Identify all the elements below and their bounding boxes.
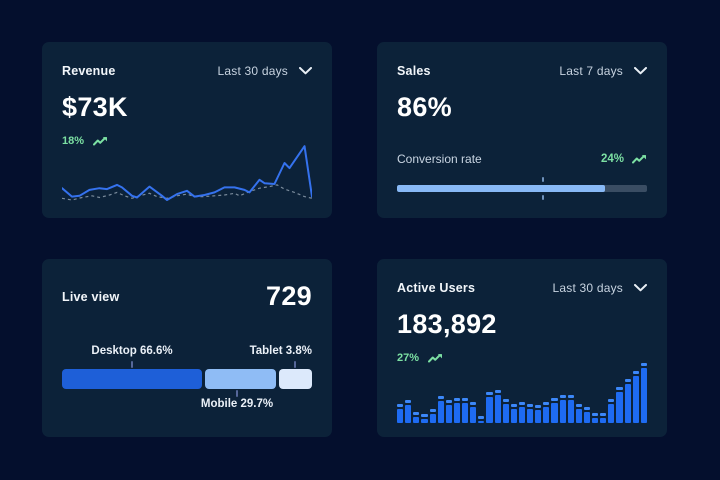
active-users-delta-value: 27% (397, 352, 420, 364)
desktop-segment-label: Desktop 66.6% (91, 345, 173, 357)
sales-card: Sales Last 7 days 86% Conversion rate 24… (377, 42, 667, 218)
segment-ticks-top (62, 360, 312, 369)
live-view-value: 729 (266, 281, 312, 311)
active-users-card-header: Active Users Last 30 days (397, 281, 647, 295)
sales-value: 86% (397, 92, 452, 122)
bar (405, 400, 412, 423)
desktop-segment (62, 369, 202, 389)
bar (470, 402, 477, 423)
active-users-delta-badge: 27% (397, 352, 647, 364)
sales-card-header: Sales Last 7 days (397, 64, 647, 78)
active-users-value: 183,892 (397, 309, 497, 339)
trend-up-icon (632, 155, 646, 164)
chevron-down-icon (634, 67, 647, 75)
bar (462, 398, 469, 423)
progress-marker-top (542, 177, 545, 182)
conversion-row: Conversion rate 24% (397, 152, 647, 166)
trend-up-icon (93, 137, 108, 146)
bar (510, 404, 517, 423)
bar (413, 412, 420, 423)
revenue-line-current (62, 145, 312, 201)
bar (624, 379, 631, 423)
device-breakdown-chart: Desktop 66.6% Tablet 3.8% Mobile 29.7% (62, 345, 312, 419)
mobile-segment-label: Mobile 29.7% (200, 398, 274, 410)
bar (429, 409, 436, 423)
active-users-range-label: Last 30 days (552, 281, 623, 295)
revenue-delta-badge: 18% (62, 135, 312, 147)
chevron-down-icon (634, 284, 647, 292)
mobile-tick (236, 390, 238, 397)
sales-delta-value: 24% (600, 153, 624, 165)
revenue-value: $73K (62, 92, 128, 122)
revenue-card: Revenue Last 30 days $73K 18% (42, 42, 332, 218)
sales-card-title: Sales (397, 64, 431, 78)
bar (421, 414, 428, 423)
bar (478, 416, 485, 423)
bar (575, 404, 582, 423)
bar (608, 399, 615, 423)
progress-fill (397, 185, 605, 192)
bar (632, 371, 639, 423)
revenue-line-chart (62, 145, 312, 201)
sales-range-label: Last 7 days (559, 64, 623, 78)
revenue-card-header: Revenue Last 30 days (62, 64, 312, 78)
tablet-tick (293, 361, 296, 368)
segment-labels-top: Desktop 66.6% Tablet 3.8% (62, 345, 312, 360)
bar (453, 398, 460, 423)
bar (494, 390, 501, 423)
bar (518, 402, 525, 423)
segment-ticks-bottom (62, 389, 312, 398)
bar (437, 396, 444, 423)
bar (592, 413, 599, 423)
segment-labels-bottom: Mobile 29.7% (62, 398, 312, 413)
progress-marker-bottom (542, 195, 545, 200)
bar (559, 395, 566, 423)
tablet-segment (279, 369, 312, 389)
revenue-card-title: Revenue (62, 64, 116, 78)
bar (445, 400, 452, 423)
active-users-card-title: Active Users (397, 281, 476, 295)
bar (583, 407, 590, 423)
bar (600, 413, 607, 423)
tablet-segment-label: Tablet 3.8% (249, 345, 312, 357)
bar (535, 405, 542, 423)
bar (551, 398, 558, 423)
conversion-block: Conversion rate 24% (397, 152, 647, 200)
bar (502, 399, 509, 423)
progress-track (397, 185, 647, 192)
trend-up-icon (428, 354, 443, 363)
bar (616, 387, 623, 423)
revenue-delta-value: 18% (62, 135, 85, 147)
revenue-range-dropdown[interactable]: Last 30 days (218, 64, 312, 78)
sales-range-dropdown[interactable]: Last 7 days (559, 64, 647, 78)
bar (527, 404, 534, 423)
desktop-tick (131, 361, 133, 368)
active-users-card: Active Users Last 30 days 183,892 27% (377, 259, 667, 437)
conversion-rate-label: Conversion rate (397, 152, 482, 166)
active-users-bar-chart (397, 359, 647, 423)
active-users-range-dropdown[interactable]: Last 30 days (553, 281, 647, 295)
revenue-line-previous (62, 184, 312, 201)
revenue-range-label: Last 30 days (217, 64, 288, 78)
bar (543, 402, 550, 423)
mobile-segment (205, 369, 277, 389)
bar (397, 404, 404, 423)
segmented-bar (62, 369, 312, 389)
chevron-down-icon (299, 67, 312, 75)
live-view-card: Live view 729 Desktop 66.6% Tablet 3.8% … (42, 259, 332, 437)
bar (567, 395, 574, 423)
bar (640, 363, 647, 423)
live-view-card-title: Live view (62, 289, 120, 304)
live-view-card-header: Live view 729 (62, 281, 312, 312)
bar (486, 392, 493, 423)
sales-delta-badge: 24% (601, 153, 647, 165)
conversion-progress (397, 177, 647, 200)
